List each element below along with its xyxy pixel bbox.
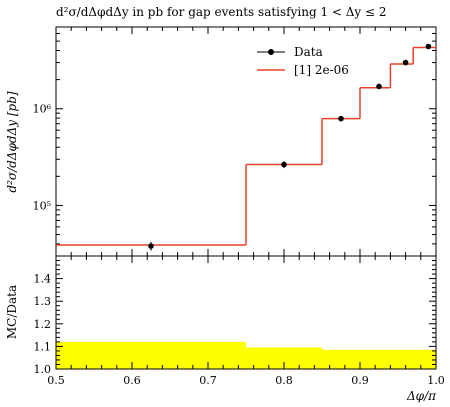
ratio-y-tick-label: 1.4 (34, 273, 52, 286)
x-tick-label: 0.5 (47, 374, 65, 387)
ratio-y-tick-label: 1.3 (34, 295, 52, 308)
ratio-band (56, 341, 436, 369)
data-point (376, 83, 382, 90)
ratio-plot-frame (55, 255, 437, 370)
ratio-band-segment (56, 341, 246, 369)
ratio-y-tick-label: 1.2 (34, 318, 52, 331)
legend: Data [1] 2e-06 (257, 45, 349, 77)
main-x-ticks (55, 27, 437, 256)
main-y-axis: 10⁵ 10⁶ (33, 26, 436, 257)
ratio-band-segment (322, 349, 436, 369)
mc-step-series (56, 46, 436, 246)
ratio-y-tick-label: 1.0 (34, 363, 52, 376)
data-point (281, 161, 287, 168)
main-y-axis-title: d²σ/dΔφdΔy [pb] (5, 91, 19, 192)
data-point (338, 115, 344, 122)
x-axis-title: Δφ/π (406, 389, 437, 403)
x-tick-label: 1.0 (427, 374, 445, 387)
chart-title: d²σ/dΔφdΔy in pb for gap events satisfyi… (56, 5, 387, 19)
data-series (148, 43, 432, 251)
data-point (148, 243, 154, 249)
ratio-y-axis: 1.0 1.1 1.2 1.3 1.4 (34, 255, 436, 376)
x-tick-label: 0.6 (123, 374, 141, 387)
x-axis: 0.5 0.6 0.7 0.8 0.9 1.0 (47, 256, 445, 387)
ratio-y-axis-title: MC/Data (5, 285, 19, 339)
x-tick-label: 0.7 (199, 374, 217, 387)
ratio-band-segment (246, 347, 322, 369)
x-tick-label: 0.9 (351, 374, 369, 387)
data-point (425, 43, 432, 50)
legend-mc-label: [1] 2e-06 (294, 63, 349, 77)
legend-data-marker (268, 49, 274, 55)
legend-data-label: Data (294, 45, 323, 59)
ratio-y-tick-label: 1.1 (34, 340, 52, 353)
main-y-tick-label: 10⁶ (33, 103, 52, 116)
x-tick-label: 0.8 (275, 374, 293, 387)
main-y-tick-label: 10⁵ (33, 199, 51, 212)
data-point (402, 59, 409, 66)
